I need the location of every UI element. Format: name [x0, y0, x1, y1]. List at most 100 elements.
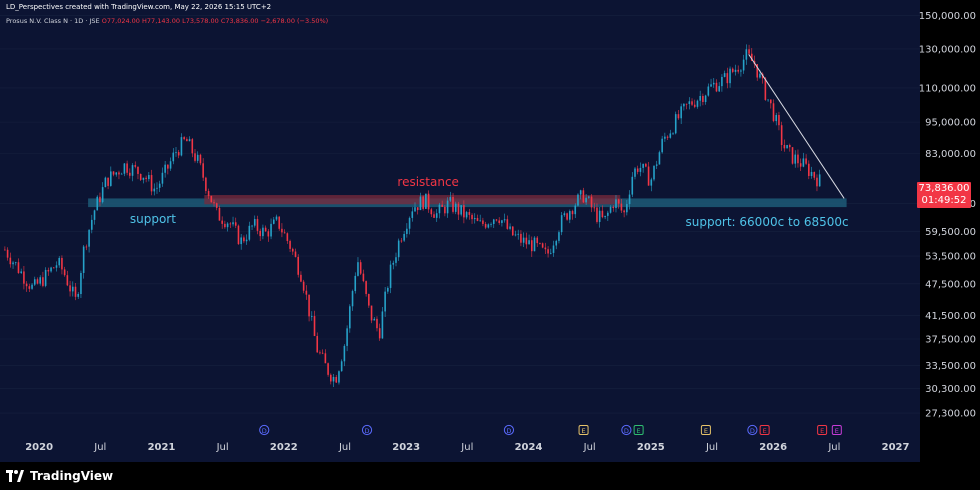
candle-body [509, 226, 511, 229]
x-tick-label: 2026 [759, 442, 787, 453]
candle-body [4, 249, 6, 251]
candle-body [799, 163, 802, 167]
candle-body [96, 196, 99, 211]
candle-body [411, 211, 414, 218]
candle-body [653, 165, 655, 180]
ohlc-open: O77,024.00 [101, 17, 140, 25]
candle-body [734, 69, 737, 72]
x-axis: 2020 Jul 2021 Jul 2022 Jul 2023 Jul 2024 Jul 2025 J… [25, 442, 909, 453]
candle-body [789, 145, 791, 148]
candle-body [167, 164, 169, 169]
ohlc-high: H77,143.00 [142, 17, 180, 25]
resistance-zone [204, 195, 621, 205]
candle-body [395, 257, 397, 263]
candle-body [563, 213, 566, 216]
candle-body [338, 371, 340, 383]
y-tick-label: 150,000.00 [919, 11, 976, 22]
candle-body [449, 197, 452, 201]
candle-body [514, 234, 517, 236]
candle-body [196, 154, 199, 161]
candle-body [6, 249, 9, 258]
candle-body [99, 196, 101, 203]
candle-body [199, 154, 202, 164]
candle-body [582, 190, 585, 203]
event-marker: D [747, 424, 758, 436]
candle-body [28, 286, 31, 289]
candle-body [628, 194, 631, 205]
tradingview-footer[interactable]: TradingView [6, 466, 113, 486]
candle-body [376, 318, 378, 329]
event-marker: E [578, 425, 589, 435]
candle-body [110, 171, 112, 186]
candle-body [229, 223, 232, 225]
candle-body [419, 196, 422, 211]
candle-body [406, 228, 408, 234]
candle-body [156, 187, 158, 189]
candle-body [359, 262, 362, 274]
x-tick-label: 2027 [882, 442, 910, 453]
candle-body [332, 377, 335, 382]
candle-body [791, 147, 794, 164]
dividend-marker-icon [361, 424, 373, 436]
candle-body [715, 82, 718, 92]
symbol-name: Prosus N.V. Class N · 1D · JSE [6, 17, 100, 25]
candle-body [213, 202, 215, 204]
ohlc-change: −2,678.00 (−3.50%) [260, 17, 329, 25]
candle-body [623, 210, 625, 213]
event-marker-label: D [506, 427, 511, 435]
candle-body [778, 114, 780, 126]
candle-body [438, 204, 441, 214]
candle-body [721, 76, 723, 87]
candle-body [430, 209, 433, 215]
candle-body [354, 275, 357, 292]
candle-body [319, 352, 321, 354]
candle-body [343, 345, 346, 362]
candle-body [85, 246, 88, 248]
candle-body [387, 287, 389, 292]
candle-body [772, 103, 775, 122]
x-tick-label: Jul [93, 442, 106, 453]
candle-body [655, 164, 658, 166]
candle-body [52, 267, 55, 269]
candle-body [552, 245, 555, 253]
candle-body [691, 101, 693, 105]
dividend-marker-icon [503, 424, 515, 436]
candle-body [571, 211, 574, 215]
x-tick-label: Jul [338, 442, 351, 453]
tradingview-logo-icon [6, 470, 24, 482]
candle-body [403, 233, 405, 241]
candle-body [737, 69, 740, 72]
candle-body [234, 222, 237, 226]
candle-body [42, 277, 44, 286]
candle-body [511, 226, 514, 236]
event-marker-label: E [835, 427, 839, 435]
candle-body [780, 125, 783, 145]
candle-body [310, 316, 313, 317]
x-tick-label: Jul [705, 442, 718, 453]
candle-body [164, 164, 166, 173]
y-tick-label: 47,500.00 [925, 279, 976, 290]
candle-body [490, 223, 492, 225]
candle-body [639, 167, 642, 172]
event-marker: E [831, 425, 842, 435]
candle-body [240, 237, 242, 245]
dividend-marker-icon [259, 424, 270, 436]
candle-body [74, 286, 77, 297]
candle-body [47, 269, 50, 272]
candle-body [650, 179, 653, 186]
candle-body [533, 237, 536, 252]
candle-body [327, 363, 329, 375]
candle-body [153, 188, 156, 192]
y-axis: 150,000.00 130,000.00 110,000.00 95,000.00 8… [919, 11, 976, 420]
event-marker-label: E [582, 427, 586, 435]
candle-body [129, 172, 131, 176]
candle-body [729, 68, 731, 84]
candle-body [134, 165, 137, 167]
event-marker: D [259, 424, 270, 436]
event-marker: E [700, 425, 711, 435]
candle-body [631, 176, 634, 195]
earnings-marker-icon [831, 425, 842, 435]
candle-body [674, 114, 677, 134]
